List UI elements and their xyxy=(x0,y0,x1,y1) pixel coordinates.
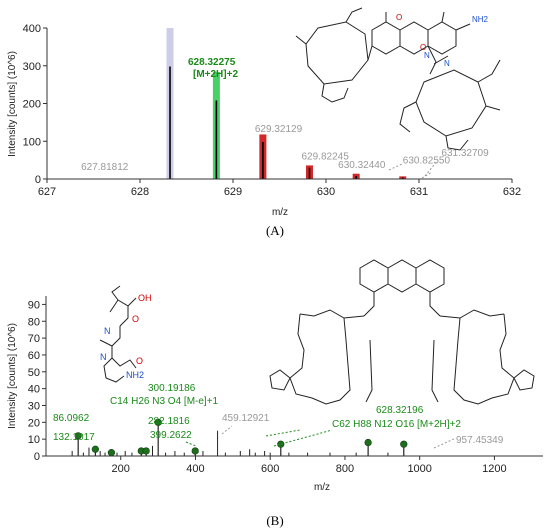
y-tick-label: 70 xyxy=(28,333,40,345)
x-tick-label: 800 xyxy=(336,463,354,475)
panel-b-label-leader xyxy=(433,437,457,449)
panel-b-fragment-structure xyxy=(99,285,137,383)
panel-b-label-leader xyxy=(265,429,301,437)
panel-a-label-leader xyxy=(424,159,439,177)
peak-label: C62 H88 N12 O16 [M+2H]+2 xyxy=(332,419,461,430)
y-tick-label: 20 xyxy=(28,417,40,429)
x-tick-label: 627 xyxy=(38,186,56,198)
x-tick-label: 200 xyxy=(112,463,130,475)
y-tick-label: 0 xyxy=(35,174,41,186)
peak-label: 628.32196 xyxy=(376,405,424,416)
atom-label: O xyxy=(396,13,402,22)
atom-label: NH2 xyxy=(126,370,144,380)
atom-label: N xyxy=(444,59,450,68)
peak-label: C14 H26 N3 O4 [M-e]+1 xyxy=(110,396,219,407)
x-tick-label: 1200 xyxy=(482,463,506,475)
y-tick-label: 0 xyxy=(34,451,40,463)
peak-label: 627.81812 xyxy=(81,162,129,173)
atom-label: N xyxy=(104,326,111,336)
y-tick-label: 90 xyxy=(28,299,40,311)
y-tick-label: 300 xyxy=(23,61,41,73)
atom-label: N xyxy=(100,352,107,362)
peak-label: 629.82245 xyxy=(301,152,349,163)
panel-a-chart: 628.82129629.32129629.82245630.32440630.… xyxy=(7,23,521,218)
panel-a-label: (A) xyxy=(266,223,284,238)
peak-label: 132.1017 xyxy=(53,432,95,443)
x-tick-label: 628 xyxy=(131,186,149,198)
panel-b-label-leader xyxy=(273,429,333,447)
x-tick-label: 600 xyxy=(261,463,279,475)
panel-b-label-leader xyxy=(185,441,197,447)
panel-a-plot-area xyxy=(47,28,512,179)
peak-marker xyxy=(74,432,82,440)
peak-marker xyxy=(191,447,199,455)
y-tick-label: 100 xyxy=(23,136,41,148)
x-tick-label: 400 xyxy=(186,463,204,475)
panel-a-molecule-structure xyxy=(295,7,501,151)
peak-label: 630.82550 xyxy=(403,155,451,166)
panel-b-xlabel: m/z xyxy=(314,482,330,493)
atom-label: O xyxy=(420,43,426,52)
peak-label: 86.0962 xyxy=(53,413,90,424)
y-tick-label: 400 xyxy=(23,23,41,35)
panel-b-label-leader xyxy=(221,425,233,435)
panel-b-fragment-atoms: OH O N N NH2 O xyxy=(100,293,152,380)
peak-marker xyxy=(142,447,150,455)
atom-label: O xyxy=(132,314,139,324)
panel-b-chart: 200 400 600 800 1000 1200 0 10 20 30 40 50 60 70 80 90… xyxy=(7,296,543,493)
peak-label: 459.12921 xyxy=(222,413,270,424)
x-tick-label: 630 xyxy=(317,186,335,198)
peak-marker xyxy=(400,440,408,448)
peak-label: 629.32129 xyxy=(255,124,303,135)
peak-marker xyxy=(107,449,115,457)
peak-label: 300.19186 xyxy=(148,383,196,394)
panel-a-annotation-charge: [M+2H]+2 xyxy=(193,69,238,80)
y-tick-label: 50 xyxy=(28,367,40,379)
panel-b-molecule-structure xyxy=(269,259,535,405)
y-tick-label: 60 xyxy=(28,350,40,362)
y-tick-label: 200 xyxy=(23,99,41,111)
atom-label: OH xyxy=(138,293,152,303)
panel-b-label: (B) xyxy=(266,513,283,528)
y-tick-label: 80 xyxy=(28,316,40,328)
x-tick-label: 632 xyxy=(503,186,521,198)
peak-marker xyxy=(364,438,372,447)
peak-label: 282.1816 xyxy=(148,416,190,427)
atom-label: N xyxy=(424,51,430,60)
panel-a-xlabel: m/z xyxy=(272,207,288,218)
panel-a-ylabel: Intensity [counts] (10^6) xyxy=(7,51,18,157)
atom-label: O xyxy=(136,356,143,366)
peak-label: 957.45349 xyxy=(456,435,504,446)
peak-label: 631.32709 xyxy=(441,148,489,159)
panel-a-molecule-atoms: O N NH2 N O xyxy=(396,13,489,68)
y-tick-label: 10 xyxy=(28,434,40,446)
x-tick-label: 1000 xyxy=(407,463,431,475)
atom-label: NH2 xyxy=(472,15,489,24)
panel-a-annotation-mz: 628.32275 xyxy=(188,57,236,68)
peak-label: 630.32440 xyxy=(338,160,386,171)
peak-marker xyxy=(154,418,162,426)
peak-label: 399.2622 xyxy=(150,430,192,441)
y-tick-label: 30 xyxy=(28,400,40,412)
panel-b-ylabel: Intensity [counts] (10^6) xyxy=(7,323,18,429)
x-tick-label: 629 xyxy=(224,186,242,198)
x-tick-label: 631 xyxy=(410,186,428,198)
peak-marker xyxy=(91,445,99,453)
peak-marker xyxy=(277,440,285,448)
y-tick-label: 40 xyxy=(28,384,40,396)
panel-a-label-leader xyxy=(421,171,433,179)
